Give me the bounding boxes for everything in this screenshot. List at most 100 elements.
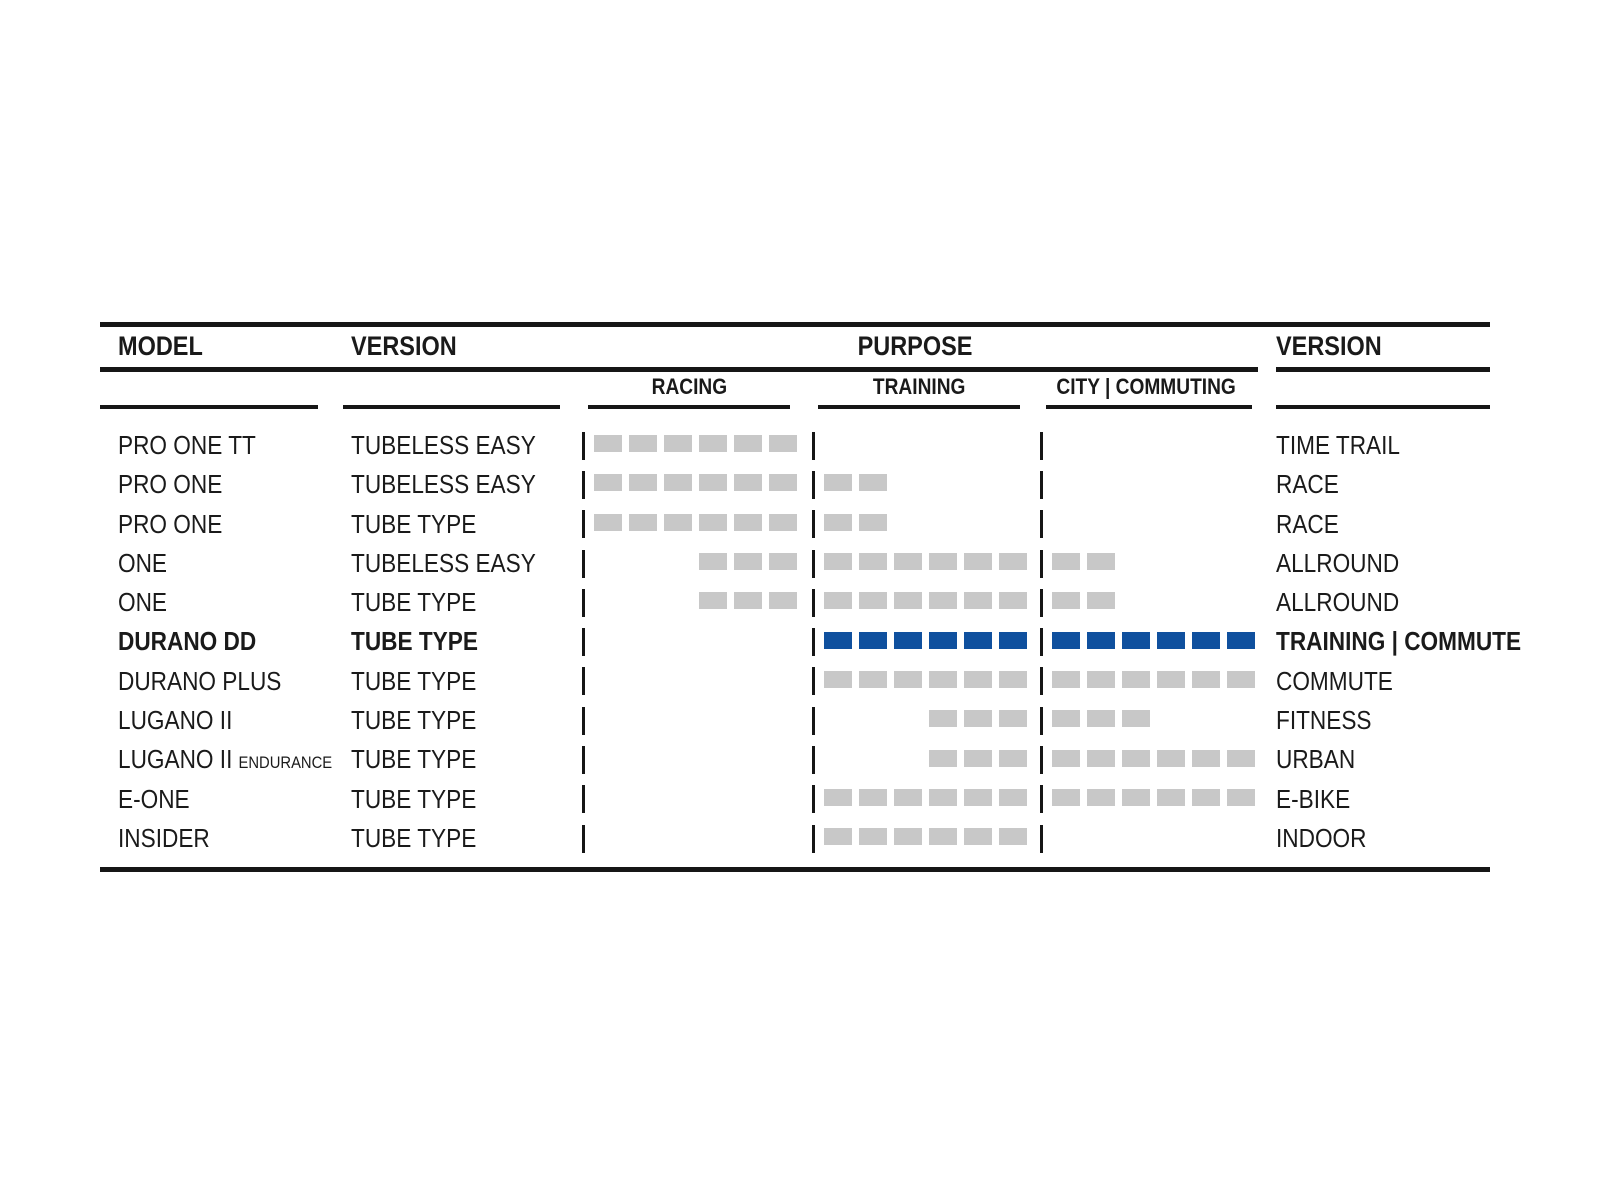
- column-divider-tick: [582, 667, 585, 696]
- rating-bar: [1052, 435, 1255, 452]
- table-row: E-ONE TUBE TYPE E-BIKE: [0, 780, 1600, 819]
- rating-square: [894, 592, 922, 610]
- rating-square: [824, 553, 852, 571]
- racing-rating-cell: [582, 780, 812, 819]
- column-header-version-label: VERSION: [351, 331, 457, 361]
- column-divider-tick: [1040, 470, 1043, 499]
- rating-square: [1192, 788, 1220, 806]
- rating-square: [699, 474, 727, 492]
- rating-square: [929, 788, 957, 806]
- table-row: LUGANO II TUBE TYPE FITNESS: [0, 701, 1600, 740]
- model-cell: PRO ONE: [118, 465, 238, 504]
- training-rating-cell: [812, 426, 1040, 465]
- rating-square: [769, 474, 797, 492]
- rating-square: [769, 553, 797, 571]
- model-cell: ONE: [118, 544, 174, 583]
- model-cell: ONE: [118, 583, 174, 622]
- subheader-city-commuting-label: CITY | COMMUTING: [1056, 374, 1236, 399]
- column-divider-tick: [582, 824, 585, 853]
- rating-square: [894, 631, 922, 649]
- rating-square: [894, 788, 922, 806]
- purpose-version-cell: ALLROUND: [1276, 544, 1418, 583]
- rating-bar: [594, 789, 797, 806]
- table-row: ONE TUBELESS EASY ALLROUND: [0, 544, 1600, 583]
- rating-square: [859, 553, 887, 571]
- rating-square: [664, 474, 692, 492]
- rating-square: [1122, 670, 1150, 688]
- version-cell: TUBELESS EASY: [351, 465, 563, 504]
- column-divider-tick: [1040, 706, 1043, 735]
- rating-square: [594, 474, 622, 492]
- table-top-rule: [100, 322, 1490, 327]
- rating-square: [964, 553, 992, 571]
- purpose-version-cell: RACE: [1276, 505, 1348, 544]
- version-cell: TUBE TYPE: [351, 701, 495, 740]
- subheader-racing: RACING: [588, 371, 790, 403]
- rating-bar: [1052, 631, 1255, 649]
- model-cell: LUGANO II: [118, 701, 249, 740]
- rating-square: [1192, 749, 1220, 767]
- version-cell: TUBE TYPE: [351, 622, 497, 661]
- column-divider-tick: [812, 470, 815, 499]
- rating-square: [824, 631, 852, 649]
- version-label: TUBELESS EASY: [351, 547, 536, 578]
- training-rating-cell: [812, 780, 1040, 819]
- rating-square: [964, 631, 992, 649]
- rating-bar: [1052, 788, 1255, 806]
- model-label: ONE: [118, 547, 168, 578]
- rating-square: [1052, 710, 1080, 728]
- column-divider-tick: [582, 746, 585, 775]
- underline-training: [818, 405, 1020, 409]
- rating-square: [999, 788, 1027, 806]
- rating-bar: [824, 631, 1027, 649]
- rating-square: [1052, 631, 1080, 649]
- city-rating-cell: [1040, 622, 1268, 661]
- column-divider-tick: [1040, 431, 1043, 460]
- racing-rating-cell: [582, 622, 812, 661]
- rating-bar: [824, 474, 1027, 492]
- city-rating-cell: [1040, 701, 1268, 740]
- rating-square: [964, 592, 992, 610]
- city-rating-cell: [1040, 505, 1268, 544]
- rating-square: [1087, 710, 1115, 728]
- column-divider-tick: [1040, 628, 1043, 657]
- rating-square: [1157, 631, 1185, 649]
- rating-square: [1157, 788, 1185, 806]
- rating-square: [999, 749, 1027, 767]
- training-rating-cell: [812, 622, 1040, 661]
- version-label: TUBE TYPE: [351, 665, 477, 696]
- rating-square: [769, 513, 797, 531]
- rating-square: [1227, 788, 1255, 806]
- rating-square: [824, 592, 852, 610]
- rating-bar: [824, 670, 1027, 688]
- header-divider-rule-right: [1276, 367, 1490, 372]
- purpose-version-cell: FITNESS: [1276, 701, 1386, 740]
- rating-square: [1157, 749, 1185, 767]
- model-suffix-label: ENDURANCE: [238, 753, 333, 773]
- training-rating-cell: [812, 819, 1040, 858]
- model-label: ONE: [118, 587, 168, 618]
- model-label: PRO ONE TT: [118, 430, 256, 460]
- underline-city-commuting: [1046, 405, 1252, 409]
- version-cell: TUBE TYPE: [351, 583, 495, 622]
- column-divider-tick: [812, 824, 815, 853]
- training-rating-cell: [812, 465, 1040, 504]
- rating-square: [1052, 592, 1080, 610]
- purpose-version-cell: TRAINING | COMMUTE: [1276, 622, 1558, 661]
- model-label: INSIDER: [118, 822, 210, 853]
- city-rating-cell: [1040, 583, 1268, 622]
- rating-square: [734, 474, 762, 492]
- rating-bar: [824, 435, 1027, 452]
- rating-bar: [1052, 474, 1255, 491]
- rating-bar: [1052, 592, 1255, 610]
- rating-square: [1052, 749, 1080, 767]
- column-header-version-right-label: VERSION: [1276, 331, 1382, 361]
- column-divider-tick: [582, 431, 585, 460]
- version-label: TUBE TYPE: [351, 744, 477, 775]
- rating-square: [824, 828, 852, 846]
- rating-square: [769, 592, 797, 610]
- rating-square: [734, 435, 762, 453]
- version-cell: TUBELESS EASY: [351, 426, 563, 465]
- rating-bar: [594, 592, 797, 610]
